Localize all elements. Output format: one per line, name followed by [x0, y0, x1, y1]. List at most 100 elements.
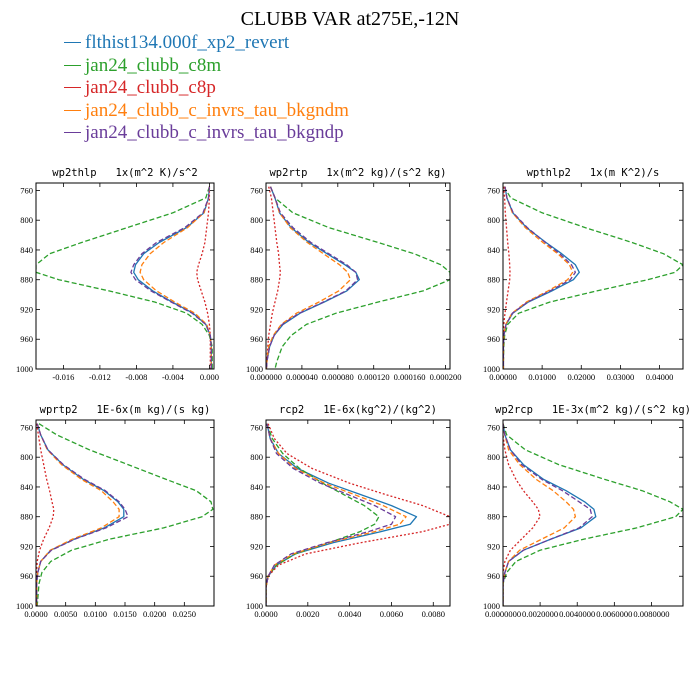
series-line — [36, 423, 214, 606]
series-group — [266, 423, 450, 606]
y-tick-label: 800 — [250, 452, 263, 462]
plot-frame — [35, 419, 215, 607]
y-tick-label: 760 — [487, 185, 500, 195]
y-tick-label: 960 — [250, 334, 263, 344]
x-tick-label: -0.004 — [162, 372, 185, 382]
x-tick-label: 0.000000 — [250, 372, 282, 382]
legend-label: jan24_clubb_c8m — [85, 54, 222, 76]
y-tick-label: 960 — [20, 571, 33, 581]
y-tick-label: 800 — [487, 452, 500, 462]
y-tick-label: 800 — [20, 452, 33, 462]
chart-panel: wp2rcp 1E-3x(m^2 kg)/(s^2 kg) 760 800 840 88… — [483, 404, 691, 619]
x-tick-label: 0.0150 — [113, 609, 136, 619]
series-group — [36, 423, 214, 606]
series-line — [36, 423, 120, 606]
series-line — [269, 186, 450, 369]
chart-panel: rcp2 1E-6x(kg^2)/(kg^2) 760 800 840 880 920 96… — [246, 404, 451, 619]
y-tick-label: 840 — [20, 245, 33, 255]
series-line — [266, 423, 450, 606]
series-group — [266, 186, 450, 369]
x-tick-label: 0.0100 — [84, 609, 107, 619]
x-tick-label: 0.02000 — [567, 372, 595, 382]
legend-label: jan24_clubb_c_invrs_tau_bkgndp — [85, 122, 344, 143]
y-tick-label: 880 — [20, 275, 33, 285]
x-tick-label: 0.0020 — [296, 609, 319, 619]
x-tick-label: 0.000200 — [430, 372, 462, 382]
y-tick-label: 800 — [487, 215, 500, 225]
legend-swatch — [64, 64, 81, 66]
y-tick-label: 960 — [20, 334, 33, 344]
plot-frame — [35, 182, 215, 370]
y-tick-label: 920 — [487, 541, 500, 551]
y-tick-label: 960 — [487, 571, 500, 581]
y-tick-label: 760 — [20, 422, 33, 432]
series-group — [503, 186, 683, 369]
y-tick-label: 960 — [487, 334, 500, 344]
x-tick-label: 0.000040 — [286, 372, 318, 382]
legend-label: jan24_clubb_c_invrs_tau_bkgndm — [85, 99, 349, 121]
y-tick-label: 840 — [20, 482, 33, 492]
series-line — [266, 186, 282, 369]
series-line — [36, 186, 213, 369]
chart-panel: wp2thlp 1x(m^2 K)/s^2 760 800 840 880 920 960 1… — [16, 167, 219, 382]
legend-label: flthist134.000f_xp2_revert — [85, 32, 290, 53]
x-tick-label: 0.0000000 — [485, 609, 521, 619]
x-tick-label: 0.0200 — [143, 609, 166, 619]
x-tick-label: 0.000 — [200, 372, 219, 382]
legend-swatch — [64, 132, 81, 134]
legend-swatch — [64, 42, 81, 44]
x-tick-label: -0.016 — [52, 372, 74, 382]
series-line — [503, 186, 511, 369]
x-tick-label: 0.0050 — [54, 609, 77, 619]
series-line — [130, 186, 212, 369]
y-tick-label: 920 — [250, 541, 263, 551]
series-line — [36, 423, 55, 606]
x-tick-label: 0.04000 — [646, 372, 674, 382]
series-line — [503, 186, 683, 369]
series-line — [266, 423, 380, 606]
x-tick-label: 0.0040 — [338, 609, 361, 619]
y-tick-label: 920 — [20, 304, 33, 314]
x-tick-label: 0.0000 — [24, 609, 47, 619]
figure-title: CLUBB VAR at275E,-12N — [240, 8, 460, 30]
y-tick-label: 840 — [487, 482, 500, 492]
legend-entry: jan24_clubb_c_invrs_tau_bkgndp — [64, 122, 349, 145]
y-tick-label: 1000 — [16, 601, 33, 611]
y-tick-label: 920 — [250, 304, 263, 314]
x-tick-label: -0.008 — [125, 372, 147, 382]
plot-frame — [502, 182, 684, 370]
legend-entry: flthist134.000f_xp2_revert — [64, 32, 349, 55]
series-line — [266, 423, 407, 606]
legend: flthist134.000f_xp2_revert jan24_clubb_c8… — [64, 32, 349, 145]
y-tick-label: 840 — [250, 482, 263, 492]
y-tick-label: 1000 — [246, 601, 263, 611]
chart-panel: wpthlp2 1x(m K^2)/s 760 800 840 880 920 960 100… — [483, 167, 684, 382]
series-line — [196, 186, 211, 369]
x-tick-label: 0.0060 — [380, 609, 403, 619]
y-tick-label: 1000 — [16, 364, 33, 374]
y-tick-label: 880 — [250, 275, 263, 285]
y-tick-label: 1000 — [483, 364, 500, 374]
series-line — [133, 186, 212, 369]
panel-title: wp2rcp 1E-3x(m^2 kg)/(s^2 kg) — [495, 404, 691, 416]
series-line — [266, 186, 359, 369]
plot-frame — [502, 419, 684, 607]
panel-title: wp2rtp 1x(m^2 kg)/(s^2 kg) — [269, 167, 446, 179]
x-tick-label: 0.0060000 — [596, 609, 632, 619]
y-tick-label: 920 — [487, 304, 500, 314]
series-group — [36, 186, 213, 369]
x-tick-label: -0.012 — [89, 372, 111, 382]
x-tick-label: 0.0020000 — [522, 609, 558, 619]
panel-title: wp2thlp 1x(m^2 K)/s^2 — [52, 167, 197, 179]
series-line — [266, 186, 352, 369]
series-line — [503, 423, 593, 606]
series-line — [139, 186, 212, 369]
plot-frame — [265, 182, 451, 370]
panel-title: rcp2 1E-6x(kg^2)/(kg^2) — [279, 404, 437, 416]
plot-frame — [265, 419, 451, 607]
legend-entry: jan24_clubb_c8m — [64, 55, 349, 78]
series-line — [503, 423, 683, 606]
x-tick-label: 0.00000 — [489, 372, 517, 382]
x-tick-label: 0.0080 — [422, 609, 445, 619]
legend-swatch — [64, 109, 81, 111]
